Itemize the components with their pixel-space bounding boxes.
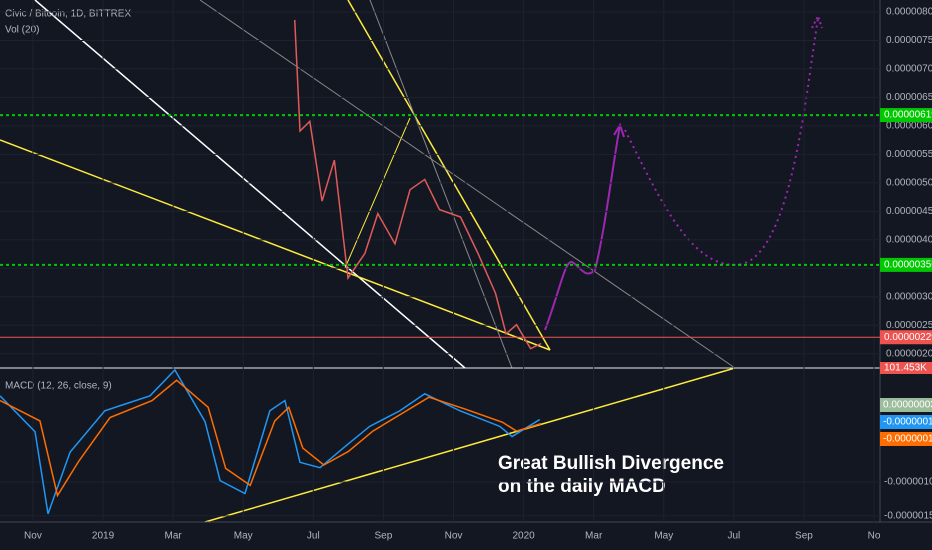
arrow-head <box>811 13 823 29</box>
price-badge-label: 0.00000229 <box>884 332 932 343</box>
x-tick-label: Mar <box>165 531 183 542</box>
macd-badge <box>880 398 932 412</box>
x-tick-label: Sep <box>375 531 393 542</box>
macd-badge <box>880 432 932 446</box>
macd-line <box>0 379 542 498</box>
x-tick-label: May <box>654 531 673 542</box>
drawings <box>0 0 823 523</box>
price-badge <box>880 330 932 345</box>
x-tick-label: Sep <box>795 531 813 542</box>
x-tick-label: Jul <box>307 531 320 542</box>
trend-line <box>204 367 736 523</box>
x-tick-label: 2020 <box>512 531 535 542</box>
x-tick-label: No <box>868 531 881 542</box>
trend-line <box>34 0 466 369</box>
projection-arrow <box>544 124 621 331</box>
trend-line <box>347 0 551 351</box>
macd-title: MACD (12, 26, close, 9) <box>5 381 112 392</box>
x-tick-label: Nov <box>445 531 463 542</box>
volume-title: Vol (20) <box>5 25 39 36</box>
x-tick-label: Mar <box>585 531 603 542</box>
price-badge <box>880 108 932 123</box>
trend-line <box>0 139 551 351</box>
volume-label: 101.453K <box>884 363 927 374</box>
annotation: on the daily MACD <box>498 476 666 497</box>
x-tick-label: Nov <box>24 531 42 542</box>
trend-line <box>369 0 513 369</box>
price-badge <box>880 257 932 272</box>
price-badge-label: 0.00000619 <box>884 110 932 121</box>
x-tick-label: 2019 <box>92 531 115 542</box>
price-badge-label: 0.00000356 <box>884 260 932 271</box>
trend-line <box>344 117 411 269</box>
y-tick-label: 0.00000200 <box>886 348 932 359</box>
annotation: Great Bullish Divergence <box>498 453 724 474</box>
y-tick-label: -0.00000100 <box>884 477 932 488</box>
arrow-head <box>613 122 625 138</box>
x-tick-label: May <box>234 531 253 542</box>
macd-badge-label: -0.00000014 <box>883 417 932 428</box>
projection-arrow <box>624 17 819 267</box>
trend-line <box>199 0 736 369</box>
price-line <box>293 19 542 350</box>
macd-badge-label: 0.00000003 <box>883 400 932 411</box>
volume-badge <box>880 362 932 374</box>
symbol-title: Civic / Bitcoin, 1D, BITTREX <box>5 9 131 20</box>
macd-badge-label: -0.00000017 <box>883 434 932 445</box>
macd-badge <box>880 415 932 429</box>
x-tick-label: Jul <box>727 531 740 542</box>
